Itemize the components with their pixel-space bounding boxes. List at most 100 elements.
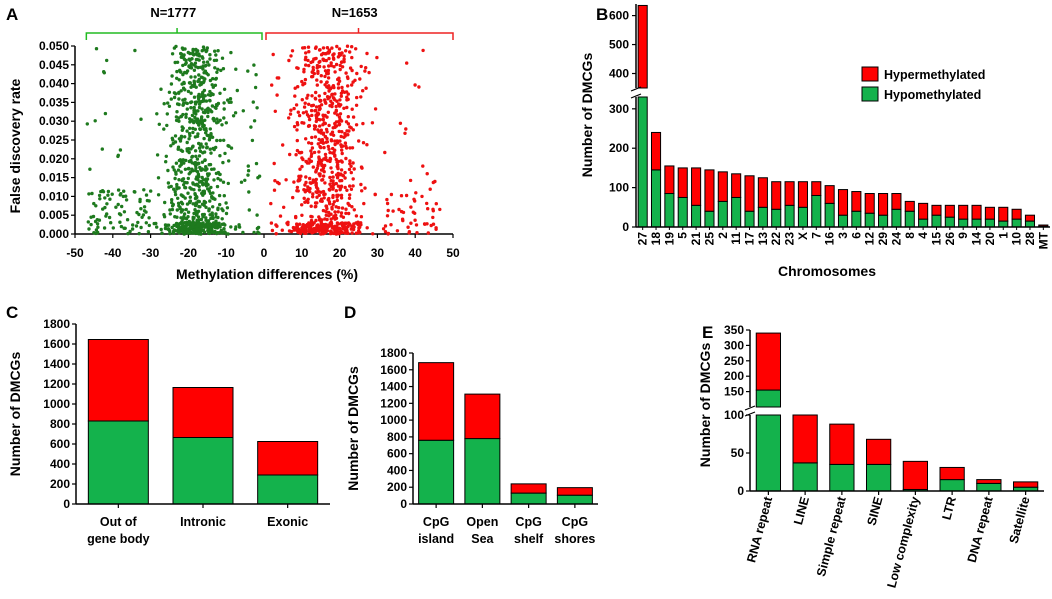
hyper-point — [334, 213, 338, 217]
hypo-point — [193, 127, 197, 131]
hyper-point — [347, 211, 351, 216]
hypo-point — [218, 230, 222, 235]
hyper-point — [303, 200, 307, 204]
hyper-bar — [464, 393, 501, 440]
hypo-point — [202, 79, 206, 84]
hypo-point — [227, 159, 231, 163]
hyper-point — [313, 97, 318, 101]
hyper-point — [337, 47, 342, 51]
hyper-point — [342, 54, 346, 58]
hypo-point — [191, 169, 195, 173]
hypo-point — [216, 67, 220, 72]
hyper-point — [307, 102, 311, 107]
hypo-point — [215, 70, 219, 75]
hypo-point — [200, 160, 205, 164]
hypo-point — [137, 231, 141, 236]
hypo-bar — [829, 463, 855, 492]
hypo-point — [199, 75, 204, 79]
y-tick-label: 0 — [622, 220, 629, 234]
x-tick-label: 50 — [446, 246, 460, 260]
hyper-point — [358, 77, 362, 81]
hypo-point — [123, 226, 127, 230]
hypo-point — [199, 179, 204, 183]
hyper-point — [314, 116, 319, 121]
hypo-bar — [172, 437, 234, 505]
hypo-bar — [637, 96, 648, 228]
hyper-bar — [1011, 208, 1022, 220]
hyper-point — [272, 161, 276, 166]
hypo-point — [185, 107, 189, 111]
hyper-point — [315, 195, 319, 199]
hyper-point — [343, 185, 347, 190]
hypo-point — [169, 97, 173, 101]
y-tick-label: 100 — [724, 408, 744, 422]
x-category-label: Exonic — [267, 515, 308, 529]
hyper-point — [359, 182, 363, 187]
hypo-point — [172, 223, 176, 228]
hyper-point — [336, 163, 340, 167]
y-tick-label: 200 — [387, 480, 407, 494]
hyper-bar — [944, 204, 955, 218]
hyper-bar — [976, 479, 1002, 484]
hyper-point — [336, 222, 341, 226]
hyper-point — [321, 123, 325, 127]
hypo-point — [183, 135, 187, 139]
panel-a-scatter: 0.000 0.005 0.010 0.015 0.020 0.025 0.030 0.035… — [7, 5, 460, 282]
hyper-point — [345, 188, 349, 192]
y-tick-label: 1200 — [380, 396, 407, 410]
hypo-point — [175, 182, 179, 187]
hypo-point — [224, 201, 228, 205]
hypo-point — [179, 193, 183, 197]
axis-break-gap — [744, 408, 790, 414]
hyper-point — [334, 181, 338, 186]
hypo-point — [216, 176, 220, 181]
hypo-point — [213, 66, 217, 70]
hypo-point — [218, 202, 222, 207]
hypo-point — [173, 134, 178, 138]
hyper-point — [314, 168, 318, 173]
hyper-point — [322, 226, 326, 231]
hyper-point — [316, 142, 320, 146]
hyper-point — [350, 45, 354, 49]
hyper-point — [342, 106, 346, 111]
hyper-point — [320, 218, 324, 222]
hypo-point — [108, 197, 112, 201]
hyper-point — [373, 107, 378, 111]
hypo-point — [186, 89, 191, 94]
hyper-point — [302, 70, 306, 74]
hyper-point — [289, 108, 293, 112]
x-axis-title: Chromosomes — [778, 263, 876, 279]
hyper-point — [270, 83, 274, 87]
hyper-point — [360, 189, 364, 193]
x-tick-label: 14 — [970, 232, 984, 246]
hyper-point — [314, 181, 318, 185]
hypo-point — [197, 99, 201, 103]
x-category-label: gene body — [87, 532, 150, 546]
hypo-point — [207, 63, 211, 67]
hyper-point — [431, 207, 435, 211]
y-tick-label: 800 — [387, 430, 407, 444]
y-tick-label: 400 — [609, 67, 629, 81]
hypo-point — [93, 119, 97, 123]
hypo-point — [206, 187, 210, 191]
hypo-point — [208, 147, 212, 151]
hypo-point — [120, 204, 124, 209]
hyper-point — [336, 120, 341, 124]
hypo-point — [175, 208, 179, 212]
hyper-point — [350, 68, 354, 73]
hypo-point — [171, 165, 175, 169]
hyper-point — [408, 178, 413, 183]
hypo-point — [225, 206, 230, 210]
hyper-bar — [998, 206, 1009, 222]
hypo-point — [210, 194, 214, 199]
hyper-point — [345, 129, 349, 133]
hyper-point — [299, 150, 304, 155]
hyper-point — [349, 227, 353, 231]
hypo-point — [208, 199, 212, 203]
hyper-point — [319, 197, 324, 201]
hyper-bar — [704, 169, 715, 212]
hypo-point — [189, 100, 194, 104]
hypo-point — [234, 67, 238, 71]
hyper-point — [385, 214, 390, 218]
hyper-point — [319, 74, 323, 78]
